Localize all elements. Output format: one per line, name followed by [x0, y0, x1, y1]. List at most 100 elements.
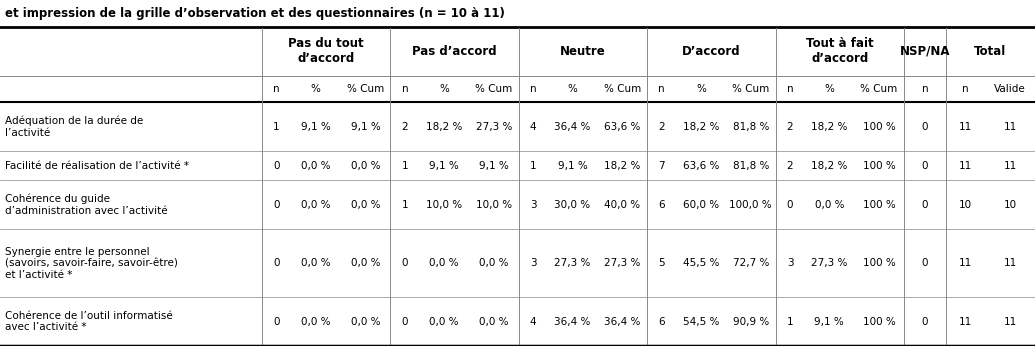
Text: 100 %: 100 % — [863, 258, 895, 268]
Bar — [0, 0, 1035, 27]
Text: 18,2 %: 18,2 % — [683, 122, 719, 132]
Text: 0,0 %: 0,0 % — [301, 161, 330, 171]
Text: Cohérence de l’outil informatisé
avec l’activité *: Cohérence de l’outil informatisé avec l’… — [5, 311, 173, 333]
Text: 0,0 %: 0,0 % — [351, 200, 380, 210]
Bar — [0, 229, 1035, 297]
Text: %: % — [310, 84, 321, 94]
Text: 0: 0 — [922, 161, 928, 171]
Text: 27,3 %: 27,3 % — [555, 258, 591, 268]
Text: 0: 0 — [402, 258, 408, 268]
Text: 1: 1 — [530, 161, 536, 171]
Text: Synergie entre le personnel
(savoirs, savoir-faire, savoir-être)
et l’activité *: Synergie entre le personnel (savoirs, sa… — [5, 247, 178, 280]
Text: 0: 0 — [273, 258, 279, 268]
Text: n: n — [658, 84, 664, 94]
Text: 27,3 %: 27,3 % — [604, 258, 641, 268]
Text: 2: 2 — [787, 122, 793, 132]
Text: 9,1 %: 9,1 % — [479, 161, 509, 171]
Text: 27,3 %: 27,3 % — [476, 122, 512, 132]
Text: 0: 0 — [273, 317, 279, 327]
Text: 11: 11 — [1004, 258, 1016, 268]
Text: % Cum: % Cum — [475, 84, 512, 94]
Text: Total: Total — [974, 45, 1007, 58]
Text: Valide: Valide — [995, 84, 1026, 94]
Text: 2: 2 — [402, 122, 408, 132]
Text: 3: 3 — [530, 200, 536, 210]
Text: n: n — [402, 84, 408, 94]
Text: 10: 10 — [1004, 200, 1016, 210]
Text: Adéquation de la durée de
l’activité: Adéquation de la durée de l’activité — [5, 116, 144, 138]
Text: 6: 6 — [658, 200, 664, 210]
Text: 0: 0 — [787, 200, 793, 210]
Text: 18,2 %: 18,2 % — [426, 122, 463, 132]
Text: 0: 0 — [273, 200, 279, 210]
Text: 0,0 %: 0,0 % — [351, 258, 380, 268]
Text: NSP/NA: NSP/NA — [899, 45, 950, 58]
Bar — [0, 180, 1035, 229]
Text: % Cum: % Cum — [732, 84, 769, 94]
Text: 72,7 %: 72,7 % — [733, 258, 769, 268]
Text: 36,4 %: 36,4 % — [604, 317, 641, 327]
Text: 2: 2 — [658, 122, 664, 132]
Text: Cohérence du guide
d’administration avec l’activité: Cohérence du guide d’administration avec… — [5, 194, 168, 216]
Bar — [0, 27, 1035, 75]
Text: 63,6 %: 63,6 % — [683, 161, 719, 171]
Text: 10,0 %: 10,0 % — [476, 200, 512, 210]
Text: 11: 11 — [959, 317, 972, 327]
Text: 9,1 %: 9,1 % — [301, 122, 330, 132]
Text: 90,9 %: 90,9 % — [733, 317, 769, 327]
Text: 0,0 %: 0,0 % — [479, 258, 508, 268]
Text: Neutre: Neutre — [560, 45, 605, 58]
Text: 60,0 %: 60,0 % — [683, 200, 719, 210]
Text: 0: 0 — [922, 317, 928, 327]
Text: 4: 4 — [530, 122, 536, 132]
Text: 40,0 %: 40,0 % — [604, 200, 641, 210]
Text: 0,0 %: 0,0 % — [301, 200, 330, 210]
Text: 18,2 %: 18,2 % — [811, 161, 848, 171]
Text: 30,0 %: 30,0 % — [555, 200, 591, 210]
Text: n: n — [273, 84, 279, 94]
Text: n: n — [530, 84, 536, 94]
Text: Pas du tout
d’accord: Pas du tout d’accord — [289, 37, 364, 65]
Text: 1: 1 — [402, 161, 408, 171]
Text: 9,1 %: 9,1 % — [815, 317, 845, 327]
Text: 0,0 %: 0,0 % — [301, 317, 330, 327]
Text: 0,0 %: 0,0 % — [301, 258, 330, 268]
Text: 36,4 %: 36,4 % — [555, 317, 591, 327]
Text: %: % — [567, 84, 578, 94]
Text: 11: 11 — [1004, 161, 1016, 171]
Text: 0,0 %: 0,0 % — [815, 200, 845, 210]
Text: Pas d’accord: Pas d’accord — [412, 45, 497, 58]
Text: Facilité de réalisation de l’activité *: Facilité de réalisation de l’activité * — [5, 161, 189, 171]
Text: %: % — [696, 84, 706, 94]
Text: 1: 1 — [787, 317, 793, 327]
Bar — [0, 151, 1035, 180]
Text: 0: 0 — [922, 122, 928, 132]
Text: 0: 0 — [273, 161, 279, 171]
Text: 1: 1 — [402, 200, 408, 210]
Text: 100 %: 100 % — [863, 161, 895, 171]
Text: n: n — [963, 84, 969, 94]
Text: 100,0 %: 100,0 % — [730, 200, 772, 210]
Text: %: % — [439, 84, 449, 94]
Text: 18,2 %: 18,2 % — [811, 122, 848, 132]
Text: 4: 4 — [530, 317, 536, 327]
Text: 3: 3 — [530, 258, 536, 268]
Text: 10,0 %: 10,0 % — [426, 200, 463, 210]
Text: et impression de la grille d’observation et des questionnaires (n = 10 à 11): et impression de la grille d’observation… — [5, 7, 505, 20]
Text: 0,0 %: 0,0 % — [351, 317, 380, 327]
Text: 9,1 %: 9,1 % — [351, 122, 381, 132]
Text: 0,0 %: 0,0 % — [430, 258, 459, 268]
Text: 11: 11 — [1004, 122, 1016, 132]
Text: n: n — [787, 84, 793, 94]
Text: Tout à fait
d’accord: Tout à fait d’accord — [806, 37, 874, 65]
Text: 0,0 %: 0,0 % — [430, 317, 459, 327]
Text: 6: 6 — [658, 317, 664, 327]
Text: 100 %: 100 % — [863, 122, 895, 132]
Text: 11: 11 — [959, 258, 972, 268]
Text: 11: 11 — [959, 161, 972, 171]
Text: n: n — [921, 84, 928, 94]
Text: 100 %: 100 % — [863, 317, 895, 327]
Text: 0,0 %: 0,0 % — [479, 317, 508, 327]
Text: 0: 0 — [402, 317, 408, 327]
Text: % Cum: % Cum — [860, 84, 897, 94]
